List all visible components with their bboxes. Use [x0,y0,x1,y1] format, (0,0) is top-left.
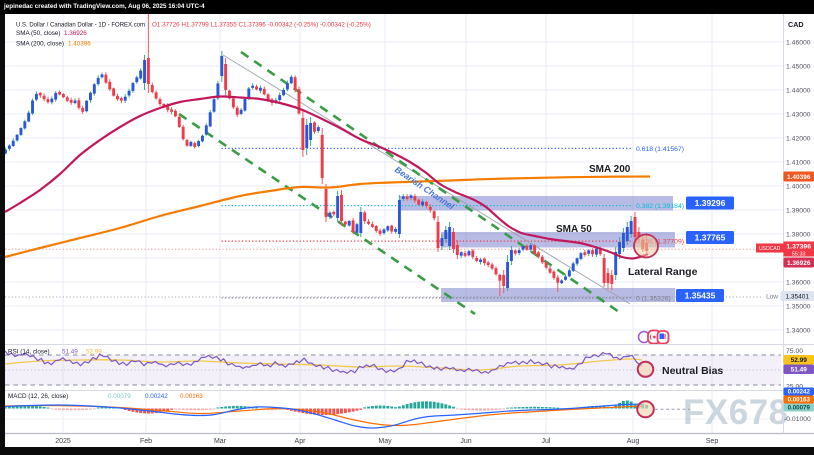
svg-text:0.382 (1.39184): 0.382 (1.39184) [636,203,684,210]
svg-text:0.00079: 0.00079 [788,405,811,412]
svg-text:1.36926: 1.36926 [64,30,87,37]
svg-text:0.236 (1.37709): 0.236 (1.37709) [636,239,684,246]
svg-text:MACD (12, 26, close): MACD (12, 26, close) [8,393,68,400]
svg-text:2025: 2025 [55,438,71,445]
svg-text:1.38000: 1.38000 [786,231,811,238]
svg-text:1.35401: 1.35401 [786,293,810,300]
svg-text:1.40396: 1.40396 [68,41,91,48]
svg-text:1.39296: 1.39296 [695,198,726,208]
svg-text:Mar: Mar [214,438,227,445]
svg-text:1.41000: 1.41000 [786,159,811,166]
svg-text:U.S. Dollar / Canadian Dollar: U.S. Dollar / Canadian Dollar - 1D - FOR… [16,23,145,29]
svg-text:0.00242: 0.00242 [145,393,168,400]
svg-text:Feb: Feb [140,438,152,445]
svg-text:1.34000: 1.34000 [786,327,811,334]
svg-text:Jul: Jul [542,438,551,445]
svg-text:25.00: 25.00 [786,384,803,391]
svg-text:51.49: 51.49 [62,349,78,356]
svg-text:1.35000: 1.35000 [786,303,811,310]
svg-text:CAD: CAD [788,20,804,29]
svg-text:0.00079: 0.00079 [108,393,131,400]
svg-text:Lateral Range: Lateral Range [628,266,698,278]
svg-text:1.36926: 1.36926 [787,260,811,267]
svg-text:1.39000: 1.39000 [786,207,811,214]
svg-text:Aug: Aug [627,438,640,445]
svg-text:1.42000: 1.42000 [786,135,811,142]
svg-text:SMA 200: SMA 200 [589,164,631,175]
svg-text:Neutral Bias: Neutral Bias [662,365,723,377]
svg-text:1.35435: 1.35435 [685,291,716,301]
svg-text:51.49: 51.49 [791,367,808,374]
svg-text:1.40000: 1.40000 [786,183,811,190]
svg-text:RSI (14, close): RSI (14, close) [8,349,50,356]
svg-text:O1.37726 H1.37799 L1.37355 C1.: O1.37726 H1.37799 L1.37355 C1.37396 -0.0… [152,22,371,29]
svg-text:55:33: 55:33 [792,251,806,257]
svg-text:1.40396: 1.40396 [787,174,811,181]
svg-text:1.44000: 1.44000 [786,87,811,94]
svg-text:1.43000: 1.43000 [786,111,811,118]
svg-text:-0.01000: -0.01000 [784,416,811,423]
svg-text:1.37765: 1.37765 [695,233,726,243]
svg-text:Apr: Apr [295,438,307,445]
svg-text:52.99: 52.99 [86,349,102,356]
svg-text:1.37396: 1.37396 [786,244,811,251]
svg-text:0.618 (1.41567): 0.618 (1.41567) [636,146,684,153]
svg-text:Jun: Jun [460,438,471,445]
svg-text:Sep: Sep [706,438,719,445]
svg-text:52.99: 52.99 [791,357,808,364]
svg-text:0.00163: 0.00163 [180,393,203,400]
svg-text:SMA 50: SMA 50 [556,224,592,235]
svg-text:75.00: 75.00 [786,348,803,355]
svg-text:1.46000: 1.46000 [786,39,811,46]
svg-text:0 (1.35326): 0 (1.35326) [636,296,671,303]
svg-text:1.36000: 1.36000 [786,279,811,286]
svg-text:USDCAD: USDCAD [759,246,781,252]
svg-text:0.00242: 0.00242 [788,389,811,396]
svg-text:SMA (200, close): SMA (200, close) [16,41,64,48]
svg-text:SMA (50, close): SMA (50, close) [16,30,60,37]
svg-text:FX678: FX678 [683,393,789,432]
svg-text:1.45000: 1.45000 [786,63,811,70]
svg-text:Low: Low [766,294,778,301]
svg-text:May: May [378,438,392,445]
svg-text:0.00163: 0.00163 [788,397,811,404]
